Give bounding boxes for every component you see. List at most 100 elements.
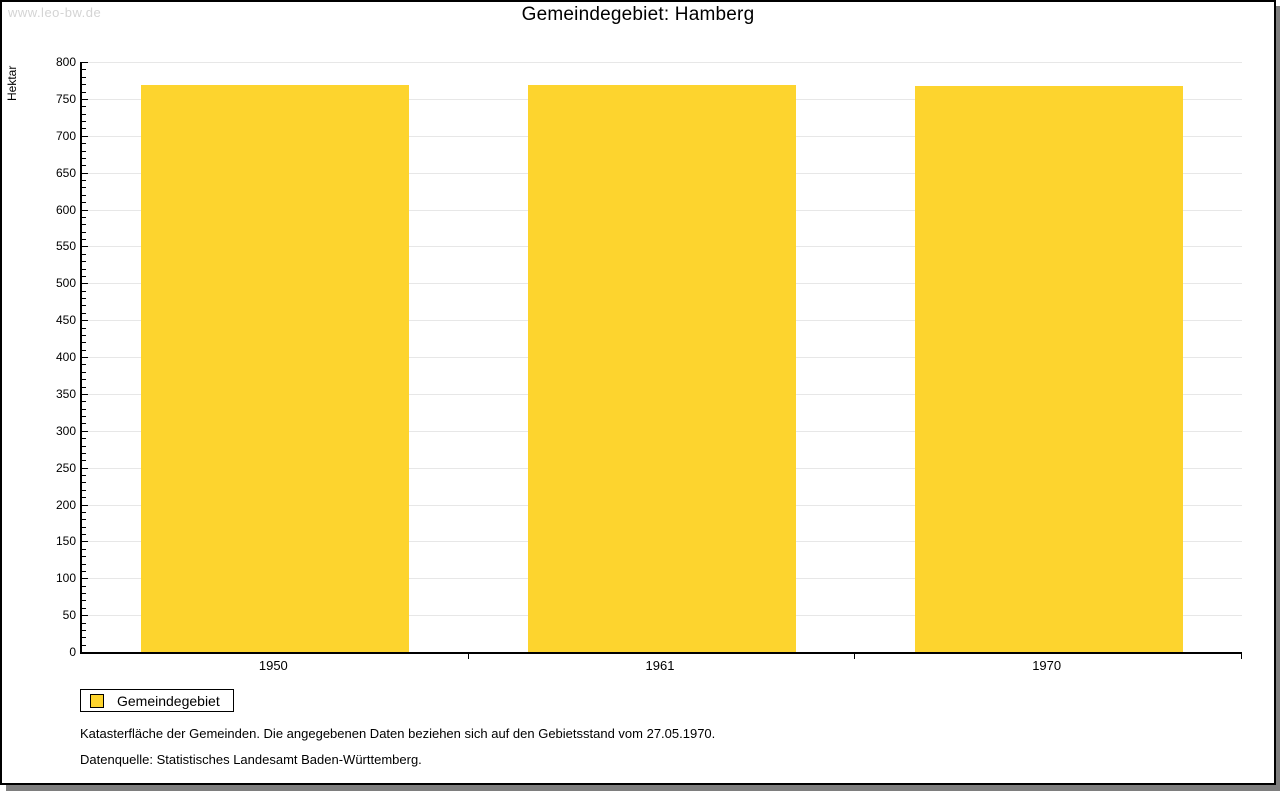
y-axis-minor-tick — [82, 607, 86, 609]
y-axis-minor-tick — [82, 349, 86, 351]
y-axis-minor-tick — [82, 364, 86, 366]
y-axis-minor-tick — [82, 239, 86, 240]
y-axis-tick-label: 250 — [55, 460, 76, 475]
y-axis-minor-tick — [82, 327, 86, 329]
y-axis-tick-label: 650 — [55, 165, 76, 180]
y-axis-minor-tick — [82, 76, 86, 78]
y-axis-minor-tick — [82, 224, 86, 226]
y-axis-tick-label: 750 — [55, 91, 76, 106]
y-axis-minor-tick — [82, 534, 86, 535]
y-axis-major-tick — [82, 172, 88, 174]
y-axis-minor-tick — [82, 106, 86, 108]
y-axis-major-tick — [82, 62, 88, 63]
y-axis-tick-label: 50 — [62, 608, 76, 623]
y-axis-tick-label: 350 — [55, 386, 76, 401]
y-axis-minor-tick — [82, 497, 86, 499]
footnote-gebietsstand: Katasterfläche der Gemeinden. Die angege… — [80, 726, 716, 741]
y-axis-minor-tick — [82, 165, 86, 167]
y-axis-minor-tick — [82, 593, 86, 594]
y-axis-minor-tick — [82, 460, 86, 462]
chart-title: Gemeindegebiet: Hamberg — [521, 4, 755, 25]
y-axis-major-tick — [82, 283, 88, 285]
y-axis-minor-tick — [82, 511, 86, 513]
y-axis-minor-tick — [82, 275, 86, 277]
y-axis-major-tick — [82, 209, 88, 211]
y-axis-minor-tick — [82, 379, 86, 381]
gridline — [82, 62, 1242, 63]
y-axis-major-tick — [82, 320, 88, 322]
x-axis-tick — [854, 654, 856, 659]
y-axis-minor-tick — [82, 556, 86, 558]
y-axis-tick-label: 800 — [55, 55, 76, 69]
y-axis-major-tick — [82, 98, 88, 100]
y-axis-minor-tick — [82, 438, 86, 440]
legend-label: Gemeindegebiet — [117, 692, 220, 709]
y-axis-major-tick — [82, 430, 88, 432]
y-axis-tick-label: 700 — [55, 128, 76, 143]
y-axis-minor-tick — [82, 489, 86, 491]
y-axis-tick-label: 200 — [55, 497, 76, 512]
y-axis-minor-tick — [82, 548, 86, 550]
y-axis-minor-tick — [82, 475, 86, 476]
y-axis-major-tick — [82, 578, 88, 580]
y-axis-tick-label: 0 — [69, 645, 76, 659]
watermark: www.leo-bw.de — [8, 5, 102, 20]
y-axis-tick-label: 150 — [55, 534, 76, 549]
y-axis-minor-tick — [82, 84, 86, 86]
y-axis-minor-tick — [82, 150, 86, 152]
y-axis-major-tick — [82, 357, 88, 358]
y-axis-minor-tick — [82, 69, 86, 71]
y-axis-minor-tick — [82, 452, 86, 454]
y-axis-minor-tick — [82, 180, 86, 181]
y-axis-minor-tick — [82, 334, 86, 336]
y-axis-tick-label: 500 — [55, 276, 76, 291]
y-axis-minor-tick — [82, 401, 86, 403]
y-axis-minor-tick — [82, 187, 86, 189]
y-axis-major-tick — [82, 393, 88, 395]
y-axis-minor-tick — [82, 629, 86, 631]
y-axis-major-tick — [82, 615, 88, 617]
bar-1961 — [528, 84, 796, 652]
y-axis-tick-label: 600 — [55, 202, 76, 217]
y-axis-minor-tick — [82, 585, 86, 587]
y-axis-minor-tick — [82, 268, 86, 270]
y-axis-minor-tick — [82, 570, 86, 572]
y-axis-minor-tick — [82, 290, 86, 292]
y-axis-minor-tick — [82, 644, 86, 646]
y-axis-minor-tick — [82, 342, 86, 344]
y-axis-minor-tick — [82, 312, 86, 314]
legend-color-swatch — [90, 693, 104, 708]
y-axis-major-tick — [82, 246, 88, 248]
y-axis-major-tick — [82, 467, 88, 469]
x-axis-tick-label: 1961 — [645, 658, 675, 673]
y-axis-minor-tick — [82, 194, 86, 196]
y-axis-minor-tick — [82, 202, 86, 204]
y-axis-minor-tick — [82, 371, 86, 373]
y-axis-minor-tick — [82, 622, 86, 624]
y-axis-minor-tick — [82, 157, 86, 159]
y-axis-minor-tick — [82, 261, 86, 263]
y-axis-minor-tick — [82, 91, 86, 93]
y-axis-minor-tick — [82, 386, 86, 388]
x-axis-tick — [467, 654, 469, 659]
y-axis-minor-tick — [82, 298, 86, 299]
y-axis-minor-tick — [82, 445, 86, 447]
y-axis-tick-label: 300 — [55, 423, 76, 438]
y-axis-tick-label: 100 — [55, 571, 76, 586]
y-axis-minor-tick — [82, 121, 86, 122]
bar-1970 — [914, 86, 1183, 652]
footnote-datenquelle: Datenquelle: Statistisches Landesamt Bad… — [80, 752, 422, 767]
y-axis-minor-tick — [82, 423, 86, 425]
y-axis-minor-tick — [82, 563, 86, 565]
y-axis-minor-tick — [82, 305, 86, 307]
x-axis-tick-label: 1970 — [1032, 658, 1062, 673]
legend: Gemeindegebiet — [80, 689, 234, 712]
y-axis-minor-tick — [82, 526, 86, 528]
y-axis-tick-label: 400 — [55, 350, 76, 364]
y-axis-major-tick — [82, 135, 88, 137]
y-axis-minor-tick — [82, 113, 86, 115]
y-axis-major-tick — [82, 541, 88, 543]
y-axis-minor-tick — [82, 231, 86, 233]
y-axis-minor-tick — [82, 253, 86, 255]
